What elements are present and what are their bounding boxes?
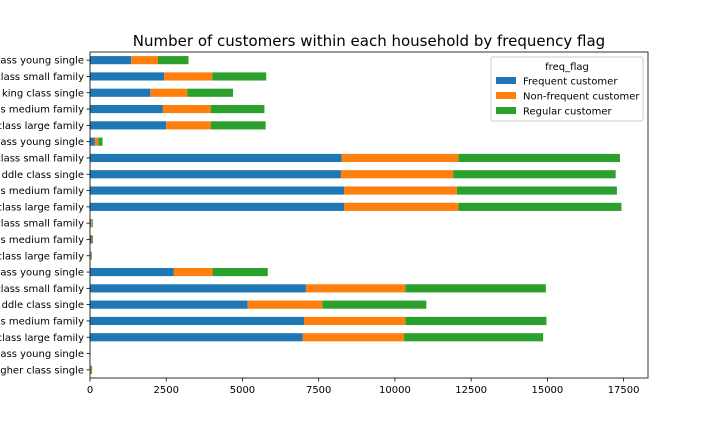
- bar-13-series-2: [212, 267, 268, 277]
- bar-10-series-2: [91, 219, 93, 228]
- y-tick-label: class young single: [0, 349, 84, 360]
- y-tick-label: s medium family: [0, 105, 84, 116]
- bar-4-series-1: [166, 121, 211, 130]
- bar-5-series-0: [90, 137, 95, 146]
- bar-10-series-0: [90, 219, 91, 228]
- bar-2-series-2: [187, 88, 234, 97]
- bar-4-series-0: [90, 121, 167, 130]
- y-tick-label: class large family: [0, 333, 84, 344]
- y-tick-label: s medium family: [0, 235, 84, 246]
- y-tick-label: class small family: [0, 219, 84, 230]
- bar-5-series-2: [98, 137, 103, 146]
- bar-14-series-0: [90, 284, 306, 293]
- bar-1-series-1: [164, 72, 213, 81]
- y-tick-label: class young single: [0, 56, 84, 67]
- bar-1-series-0: [90, 72, 165, 81]
- bar-15-series-2: [322, 300, 427, 309]
- bar-8-series-0: [90, 186, 344, 195]
- bar-15-series-0: [90, 300, 248, 309]
- bar-0-series-1: [131, 56, 158, 65]
- bar-12-series-2: [91, 251, 92, 260]
- y-tick-label: s medium family: [0, 316, 84, 327]
- y-tick-label: class large family: [0, 121, 84, 132]
- bar-7-series-1: [340, 170, 454, 179]
- x-tick-label: 5000: [230, 385, 255, 396]
- bar-3-series-2: [210, 104, 265, 114]
- y-tick-label: class large family: [0, 202, 84, 213]
- bar-15-series-1: [247, 300, 323, 309]
- y-tick-label: ddle class single: [2, 170, 84, 181]
- bar-10-series-1: [90, 219, 92, 228]
- plot-frame: [89, 51, 649, 379]
- bar-3-series-0: [90, 104, 163, 114]
- bar-8-series-1: [343, 186, 457, 195]
- bar-13-series-1: [173, 267, 213, 277]
- legend-swatch: [496, 77, 516, 84]
- bar-1-series-2: [212, 72, 267, 81]
- bar-19-series-1: [90, 365, 92, 374]
- y-tick-label: ddle class single: [2, 300, 84, 311]
- bar-7-series-2: [453, 170, 616, 179]
- bar-0-series-0: [90, 56, 132, 65]
- y-tick-label: class young single: [0, 268, 84, 279]
- bar-6-series-1: [341, 153, 459, 163]
- y-tick-label: king class single: [2, 88, 84, 99]
- bar-11-series-1: [91, 235, 93, 244]
- legend: freq_flag Frequent customer Non-frequent …: [490, 56, 644, 122]
- y-tick-label: class large family: [0, 251, 84, 262]
- bars-group: [90, 56, 622, 374]
- y-tick-label: class small family: [0, 284, 84, 295]
- bar-9-series-1: [343, 202, 459, 211]
- legend-box: [490, 56, 644, 122]
- bar-17-series-2: [404, 333, 544, 342]
- bar-16-series-1: [304, 316, 406, 326]
- bar-13-series-0: [90, 267, 174, 277]
- x-tick-label: 2500: [154, 385, 179, 396]
- legend-label: Frequent customer: [523, 77, 618, 88]
- bar-6-series-0: [90, 153, 342, 163]
- legend-swatch: [496, 107, 516, 114]
- bar-12-series-1: [90, 251, 92, 260]
- legend-label: Regular customer: [523, 107, 613, 118]
- bar-17-series-1: [302, 333, 405, 342]
- y-tick-label: class small family: [0, 153, 84, 164]
- x-tick-label: 12500: [455, 385, 487, 396]
- bar-7-series-0: [90, 170, 341, 179]
- x-tick-label: 0: [87, 385, 93, 396]
- bar-11-series-2: [92, 235, 94, 244]
- bar-9-series-0: [90, 202, 344, 211]
- x-axis-ticks: 0 2500 5000 7500 10000 12500 15000 17500: [87, 378, 640, 396]
- chart-title: Number of customers within each househol…: [133, 32, 605, 50]
- bar-6-series-2: [458, 153, 620, 163]
- bar-16-series-2: [405, 316, 547, 326]
- y-tick-label: s medium family: [0, 186, 84, 197]
- bar-19-series-2: [91, 365, 93, 374]
- bar-8-series-2: [456, 186, 617, 195]
- y-tick-label: ass young single: [0, 137, 84, 148]
- bar-16-series-0: [90, 316, 305, 326]
- legend-label: Non-frequent customer: [523, 92, 640, 103]
- bar-17-series-0: [90, 333, 303, 342]
- x-tick-label: 15000: [531, 385, 563, 396]
- bar-14-series-2: [405, 284, 546, 293]
- y-tick-label: gher class single: [0, 365, 84, 376]
- legend-title: freq_flag: [545, 62, 589, 73]
- x-tick-label: 10000: [379, 385, 411, 396]
- bar-9-series-2: [458, 202, 622, 211]
- y-axis-ticks: class young single class small family king…: [0, 56, 90, 376]
- bar-5-series-1: [94, 137, 99, 146]
- y-tick-label: class small family: [0, 72, 84, 83]
- bar-2-series-0: [90, 88, 151, 97]
- legend-swatch: [496, 92, 516, 99]
- bar-2-series-1: [150, 88, 188, 97]
- bar-11-series-0: [90, 235, 92, 244]
- x-tick-label: 17500: [608, 385, 640, 396]
- bar-0-series-2: [157, 56, 189, 65]
- x-tick-label: 7500: [306, 385, 331, 396]
- bar-3-series-1: [162, 104, 211, 114]
- bar-14-series-1: [305, 284, 406, 293]
- bar-4-series-2: [210, 121, 266, 130]
